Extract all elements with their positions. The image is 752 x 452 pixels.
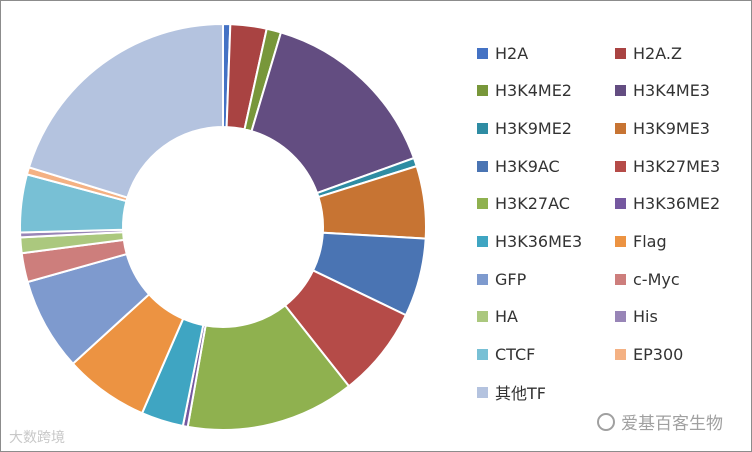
legend-swatch <box>615 198 626 210</box>
legend-swatch <box>615 349 626 361</box>
legend-swatch <box>615 273 626 285</box>
legend-item: H3K27ME3 <box>615 156 720 176</box>
legend-swatch <box>477 198 488 210</box>
legend-item: c-Myc <box>615 269 680 289</box>
legend-item: H3K9AC <box>477 156 560 176</box>
legend-label: H3K36ME3 <box>495 232 583 251</box>
legend-label: H2A <box>495 43 529 63</box>
watermark-right: 爱基百客生物 <box>597 409 723 434</box>
legend-swatch <box>477 47 488 59</box>
legend-swatch <box>477 160 488 172</box>
legend-swatch <box>477 236 488 247</box>
legend-swatch <box>615 47 626 59</box>
legend-label: CTCF <box>495 345 536 365</box>
legend-label: H3K4ME2 <box>495 81 572 101</box>
legend-item: GFP <box>477 269 526 289</box>
legend-item: HA <box>477 307 518 327</box>
watermark-right-text: 爱基百客生物 <box>621 414 723 434</box>
legend-item: His <box>615 307 658 327</box>
legend-label: Flag <box>633 232 667 251</box>
legend-item: H3K9ME3 <box>615 118 710 138</box>
chart-legend: H2A H2A.Z H3K4ME2 H3K4ME3 H3K9ME2 H3K9ME3 H3K9… <box>477 43 747 423</box>
legend-item: 其他TF <box>477 382 546 404</box>
legend-label: EP300 <box>633 345 684 365</box>
legend-label: H3K27ME3 <box>633 156 721 176</box>
legend-label: H3K4ME3 <box>633 81 710 101</box>
legend-label: 其他TF <box>495 384 546 404</box>
legend-item: H3K27AC <box>477 194 570 214</box>
legend-label: H3K36ME2 <box>633 194 721 214</box>
legend-item: Flag <box>615 232 667 252</box>
legend-swatch <box>477 273 488 285</box>
legend-swatch <box>477 349 488 361</box>
legend-label: c-Myc <box>633 269 680 289</box>
legend-item: H3K36ME3 <box>477 232 582 252</box>
wechat-icon <box>597 412 615 431</box>
slice-tf-18 <box>27 22 224 199</box>
legend-swatch <box>615 122 626 134</box>
watermark-left: 大数跨境 <box>9 430 65 446</box>
legend-swatch <box>477 386 488 398</box>
legend-item: H2A.Z <box>615 43 682 63</box>
legend-label: His <box>633 307 658 327</box>
legend-label: GFP <box>495 269 527 289</box>
legend-label: H2A.Z <box>633 43 682 63</box>
legend-item: H3K4ME2 <box>477 81 572 101</box>
legend-swatch <box>477 85 488 97</box>
legend-label: H3K27AC <box>495 194 570 214</box>
legend-swatch <box>615 311 626 323</box>
legend-item: H3K9ME2 <box>477 118 572 138</box>
legend-swatch <box>615 236 626 247</box>
legend-item: H3K4ME3 <box>615 81 710 101</box>
legend-item: H3K36ME2 <box>615 194 720 214</box>
legend-label: H3K9ME2 <box>495 118 572 138</box>
legend-label: H3K9AC <box>495 156 560 176</box>
legend-item: CTCF <box>477 345 535 365</box>
legend-swatch <box>615 85 626 97</box>
legend-label: H3K9ME3 <box>633 118 710 138</box>
legend-item: EP300 <box>615 345 683 365</box>
legend-swatch <box>477 122 488 134</box>
legend-item: H2A <box>477 43 528 63</box>
legend-swatch <box>615 160 626 172</box>
legend-swatch <box>477 311 488 323</box>
legend-label: HA <box>495 307 518 327</box>
